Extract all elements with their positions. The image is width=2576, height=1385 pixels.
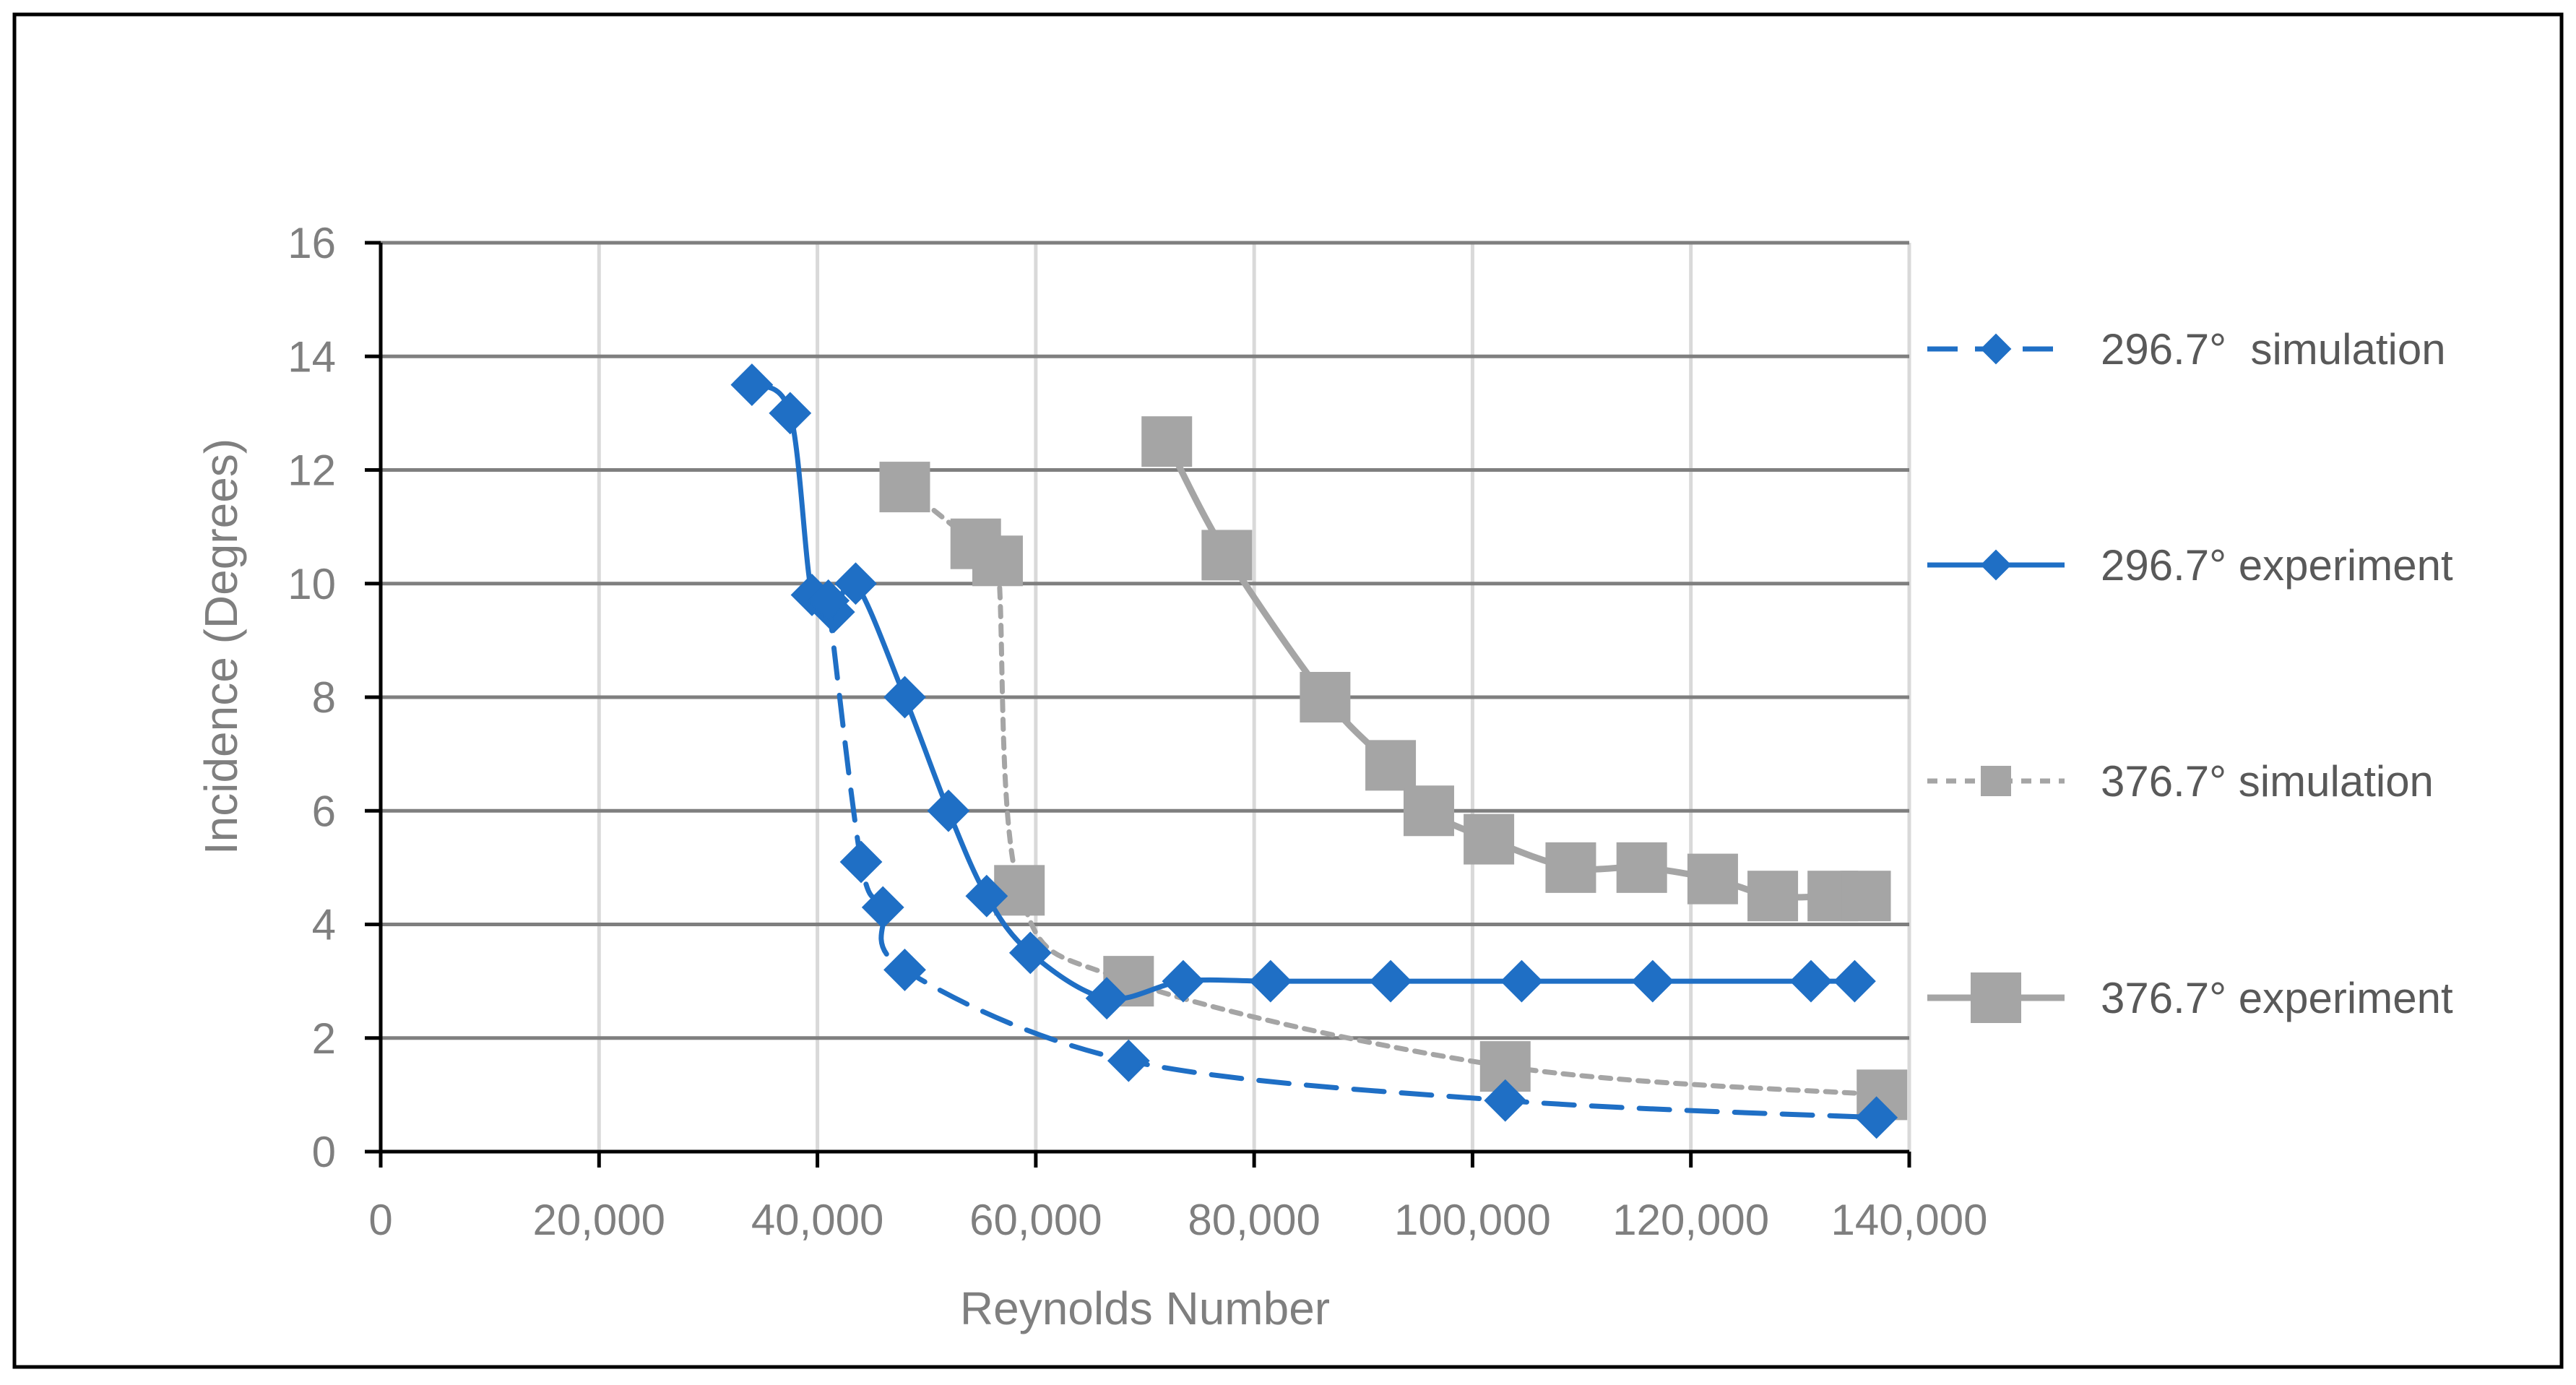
y-tick-label: 8 [312, 673, 336, 722]
data-point [1833, 959, 1876, 1003]
grid-layer [381, 241, 1911, 1152]
data-point [1141, 416, 1193, 467]
legend-entry: 296.7° experiment [1927, 541, 2453, 590]
y-tick-label: 0 [312, 1128, 336, 1176]
data-point [807, 579, 850, 622]
y-tick-label: 14 [288, 332, 336, 381]
data-point [972, 535, 1023, 587]
y-tick-label: 4 [312, 901, 336, 949]
x-tick-label: 60,000 [969, 1196, 1102, 1244]
data-point [1855, 1096, 1898, 1139]
data-point [1369, 959, 1412, 1003]
legend-marker [1971, 972, 2021, 1023]
legend-label: 376.7° simulation [2101, 757, 2434, 806]
data-point [839, 840, 883, 884]
data-point [1464, 814, 1515, 865]
data-point [1747, 871, 1799, 922]
data-point [1365, 740, 1417, 791]
x-tick-label: 20,000 [533, 1196, 666, 1244]
x-axis-title: Reynolds Number [960, 1282, 1330, 1334]
data-point [1545, 842, 1596, 893]
legend-label: 296.7° simulation [2101, 325, 2446, 374]
y-tick-label: 6 [312, 787, 336, 835]
legend-marker [1981, 766, 2011, 796]
x-tick-label: 40,000 [751, 1196, 884, 1244]
x-tick-label: 140,000 [1831, 1196, 1988, 1244]
data-point [1008, 931, 1052, 975]
legend-entry: 376.7° experiment [1927, 972, 2453, 1023]
series-line [902, 484, 1885, 1097]
data-point [1631, 959, 1674, 1003]
data-point [769, 392, 812, 435]
data-point [1484, 1079, 1527, 1122]
data-point [1500, 959, 1543, 1003]
series-4 [1141, 416, 1891, 922]
data-point [965, 874, 1008, 918]
data-point [1403, 785, 1454, 837]
data-point [1085, 977, 1128, 1020]
series-3 [879, 462, 1908, 1121]
legend-marker [1980, 333, 2012, 365]
y-axis-title: Incidence (Degrees) [195, 439, 247, 855]
y-tick-label: 10 [288, 560, 336, 608]
axis-layer: 0 2 4 6 8 10 12 14 16 0 20,000 40,000 60,000 80,000 10… [288, 219, 1987, 1244]
legend-entry: 376.7° simulation [1927, 757, 2434, 806]
data-point [1162, 959, 1205, 1003]
data-point [927, 789, 970, 832]
chart-border [12, 12, 2564, 1369]
x-tick-label: 100,000 [1394, 1196, 1551, 1244]
data-point [1616, 842, 1667, 893]
x-tick-label: 120,000 [1612, 1196, 1769, 1244]
x-tick-label: 80,000 [1188, 1196, 1321, 1244]
data-point [1201, 530, 1253, 581]
data-point [1300, 672, 1351, 722]
data-point [994, 865, 1045, 916]
data-point [834, 562, 877, 605]
series-1 [807, 579, 1898, 1139]
y-tick-label: 2 [312, 1014, 336, 1063]
legend-marker [1980, 549, 2012, 581]
data-point [730, 363, 774, 406]
y-tick-label: 16 [288, 219, 336, 267]
data-point [1789, 959, 1833, 1003]
data-point [1687, 853, 1738, 905]
series-layer [730, 363, 1908, 1139]
data-point [861, 886, 904, 929]
data-point [879, 462, 930, 513]
data-point [883, 676, 926, 719]
legend-label: 296.7° experiment [2101, 541, 2453, 590]
legend-label: 376.7° experiment [2101, 974, 2453, 1022]
legend-entry: 296.7° simulation [1927, 325, 2446, 374]
data-point [1840, 871, 1891, 922]
data-point [1249, 959, 1292, 1003]
x-tick-label: 0 [368, 1196, 392, 1244]
data-point [1107, 1039, 1150, 1082]
y-tick-label: 12 [288, 446, 336, 495]
legend: 296.7° simulation 296.7° experiment 376.7°… [1927, 325, 2453, 1023]
data-point [883, 948, 926, 991]
